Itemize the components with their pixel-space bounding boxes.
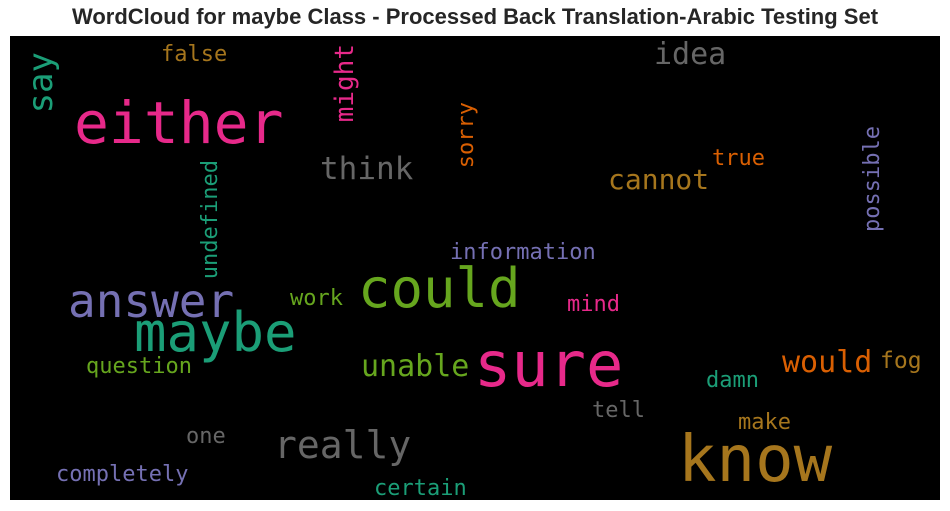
word-work: work	[290, 286, 343, 311]
word-mind: mind	[567, 292, 620, 317]
word-answer: answer	[68, 274, 235, 328]
word-unable: unable	[361, 349, 470, 384]
word-idea: idea	[654, 37, 727, 72]
word-completely: completely	[56, 462, 189, 487]
word-make: make	[738, 410, 791, 435]
word-cannot: cannot	[608, 163, 710, 196]
word-sure: sure	[474, 328, 624, 401]
word-question: question	[86, 354, 192, 379]
word-really: really	[274, 423, 412, 467]
word-could: could	[358, 257, 521, 320]
word-damn: damn	[706, 368, 759, 393]
word-true: true	[712, 146, 765, 171]
word-one: one	[186, 424, 226, 449]
word-know: know	[678, 423, 833, 497]
word-say: say	[21, 52, 61, 114]
word-would: would	[782, 345, 873, 380]
word-maybe: maybe	[134, 301, 297, 364]
word-might: might	[330, 44, 360, 123]
chart-title: WordCloud for maybe Class - Processed Ba…	[71, 4, 879, 29]
word-think: think	[320, 151, 414, 187]
word-cloud: either say false might idea think sorry …	[10, 36, 940, 500]
word-sorry: sorry	[454, 102, 479, 169]
word-information: information	[450, 240, 596, 265]
word-possible: possible	[860, 126, 885, 232]
word-undefined: undefined	[198, 160, 223, 280]
word-certain: certain	[374, 476, 467, 500]
word-fog: fog	[880, 348, 922, 374]
word-tell: tell	[592, 398, 645, 423]
word-false: false	[161, 42, 228, 67]
word-either: either	[74, 89, 284, 157]
